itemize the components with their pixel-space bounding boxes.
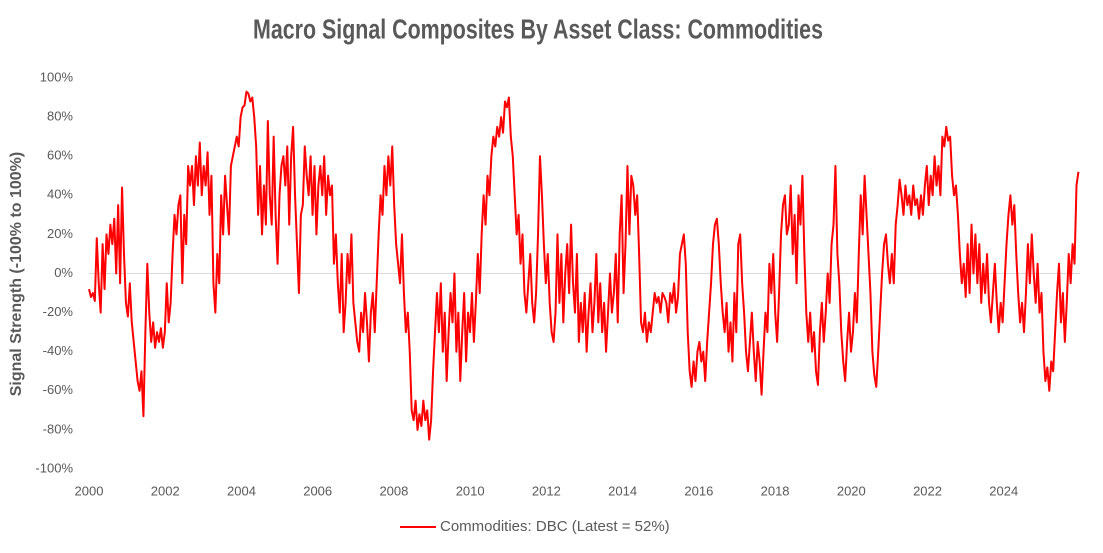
y-tick-label: 100% <box>40 69 74 84</box>
legend-label: Commodities: DBC (Latest = 52%) <box>440 518 670 535</box>
x-tick-label: 2010 <box>456 483 485 498</box>
y-axis-label: Signal Strength (-100% to 100%) <box>8 152 25 397</box>
x-tick-label: 2008 <box>379 483 408 498</box>
x-tick-label: 2004 <box>227 483 256 498</box>
y-tick-label: -40% <box>43 343 74 358</box>
x-tick-label: 2024 <box>989 483 1018 498</box>
x-tick-label: 2000 <box>75 483 104 498</box>
chart-title: Macro Signal Composites By Asset Class: … <box>253 13 823 44</box>
y-tick-label: -100% <box>35 460 73 475</box>
x-tick-label: 2012 <box>532 483 561 498</box>
x-tick-label: 2006 <box>303 483 332 498</box>
y-tick-label: 0% <box>54 265 73 280</box>
x-tick-label: 2016 <box>684 483 713 498</box>
x-tick-label: 2020 <box>837 483 866 498</box>
x-tick-label: 2022 <box>913 483 942 498</box>
x-tick-label: 2014 <box>608 483 637 498</box>
y-tick-label: 60% <box>47 148 73 163</box>
y-tick-label: -60% <box>43 382 74 397</box>
y-tick-label: 20% <box>47 226 73 241</box>
y-tick-label: 80% <box>47 109 73 124</box>
x-tick-label: 2002 <box>151 483 180 498</box>
x-tick-label: 2018 <box>761 483 790 498</box>
y-tick-label: 40% <box>47 187 73 202</box>
series-line <box>88 90 1080 441</box>
y-tick-label: -20% <box>43 304 74 319</box>
y-tick-label: -80% <box>43 421 74 436</box>
